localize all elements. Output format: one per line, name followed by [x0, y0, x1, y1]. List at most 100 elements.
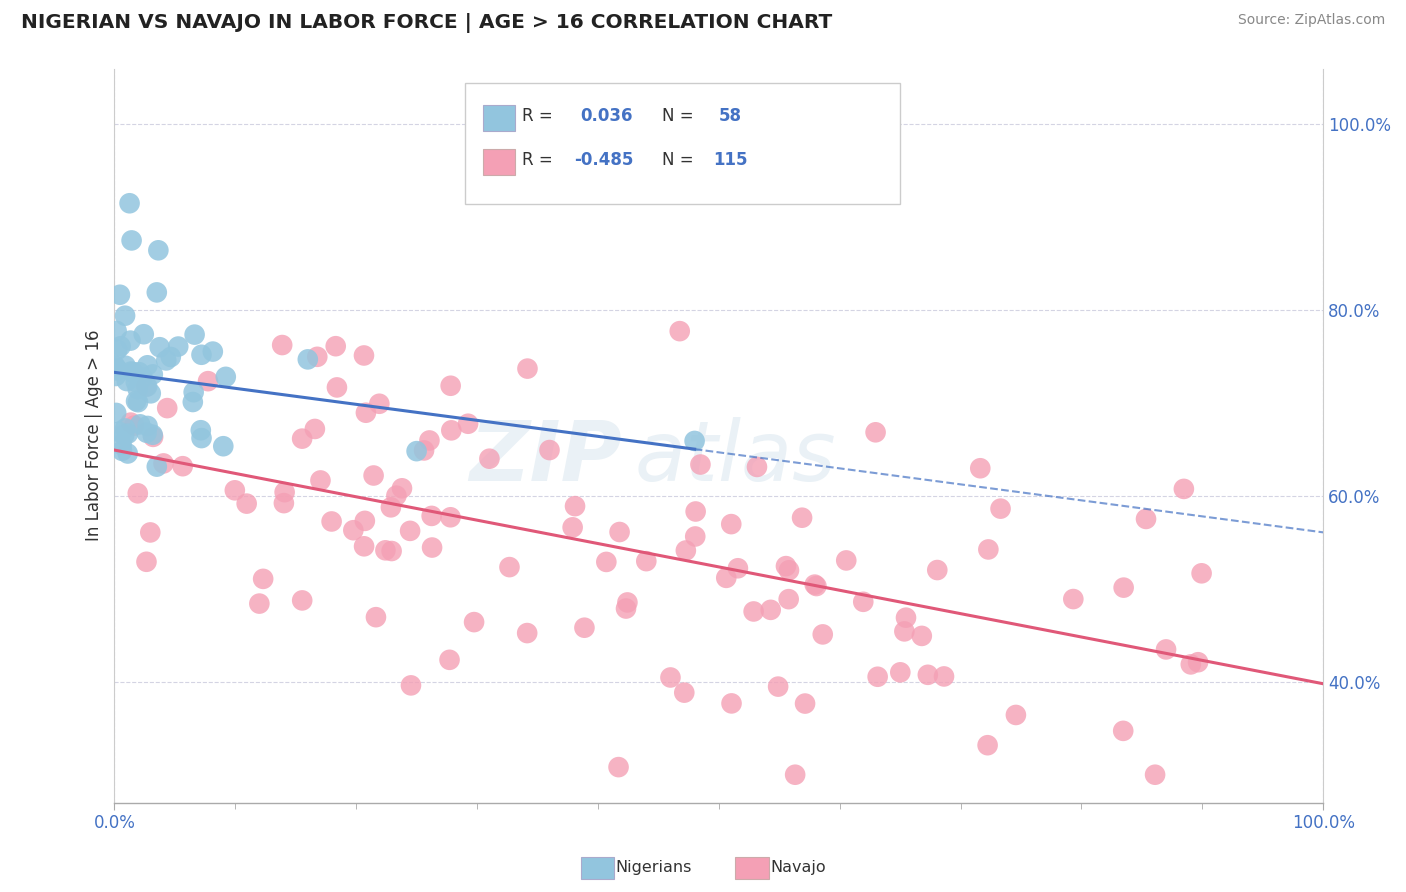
Point [110, 339, 132, 353]
Point [235, 497, 257, 511]
Text: N =: N = [662, 107, 699, 125]
Point [420, 541, 443, 555]
Point [136, 359, 159, 373]
Point [132, 327, 155, 342]
Point [614, 601, 637, 615]
Point [201, 344, 224, 359]
Point [689, 458, 711, 472]
FancyBboxPatch shape [465, 83, 900, 204]
Point [374, 543, 396, 558]
Point [172, 459, 194, 474]
Point [865, 425, 887, 440]
Point [183, 385, 205, 400]
Point [152, 457, 174, 471]
Point [380, 500, 402, 515]
Point [105, 343, 128, 357]
Point [675, 543, 697, 558]
Point [156, 401, 179, 416]
Text: atlas: atlas [634, 417, 835, 498]
Point [775, 559, 797, 574]
Text: Source: ZipAtlas.com: Source: ZipAtlas.com [1237, 13, 1385, 28]
Point [273, 496, 295, 510]
Point [391, 481, 413, 495]
Point [353, 539, 375, 553]
Point [790, 510, 813, 524]
Text: -0.485: -0.485 [574, 152, 633, 169]
Point [125, 394, 148, 409]
Point [291, 593, 314, 607]
Point [131, 370, 153, 384]
Point [778, 592, 800, 607]
Point [304, 422, 326, 436]
Point [609, 524, 631, 539]
Point [368, 397, 391, 411]
Point [976, 738, 998, 752]
Point [307, 350, 329, 364]
Point [911, 629, 934, 643]
Point [342, 523, 364, 537]
Point [1062, 592, 1084, 607]
Point [122, 418, 145, 433]
Point [399, 678, 422, 692]
Point [1144, 768, 1167, 782]
Point [120, 416, 142, 430]
Point [932, 669, 955, 683]
Point [463, 615, 485, 629]
Point [498, 560, 520, 574]
Point [835, 553, 858, 567]
Point [136, 419, 159, 434]
Point [167, 340, 190, 354]
Y-axis label: In Labor Force | Age > 16: In Labor Force | Age > 16 [86, 330, 103, 541]
Point [129, 417, 152, 432]
Point [135, 379, 157, 393]
Point [291, 432, 314, 446]
Point [457, 417, 479, 431]
Point [252, 572, 274, 586]
Point [607, 760, 630, 774]
Point [120, 365, 142, 379]
Point [866, 670, 889, 684]
Point [135, 555, 157, 569]
Point [440, 378, 463, 392]
Text: NIGERIAN VS NAVAJO IN LABOR FORCE | AGE > 16 CORRELATION CHART: NIGERIAN VS NAVAJO IN LABOR FORCE | AGE … [21, 13, 832, 33]
Point [720, 517, 742, 532]
Point [720, 697, 742, 711]
Point [574, 621, 596, 635]
Point [917, 668, 939, 682]
Point [190, 423, 212, 437]
Point [561, 520, 583, 534]
Point [321, 515, 343, 529]
Point [413, 443, 436, 458]
Point [117, 446, 139, 460]
Text: 115: 115 [713, 152, 747, 169]
Point [183, 327, 205, 342]
Point [683, 529, 706, 543]
Point [516, 626, 538, 640]
Text: R =: R = [522, 107, 558, 125]
Point [309, 474, 332, 488]
Point [136, 379, 159, 393]
Point [115, 374, 138, 388]
Point [139, 386, 162, 401]
Point [852, 595, 875, 609]
Point [122, 365, 145, 379]
Point [159, 350, 181, 364]
Point [894, 610, 917, 624]
Point [1112, 723, 1135, 738]
FancyBboxPatch shape [484, 105, 515, 131]
Point [127, 395, 149, 409]
Point [128, 365, 150, 379]
Point [114, 309, 136, 323]
Point [120, 334, 142, 348]
Point [977, 542, 1000, 557]
Point [1135, 512, 1157, 526]
Point [803, 577, 825, 591]
Point [595, 555, 617, 569]
Point [118, 196, 141, 211]
Point [114, 359, 136, 373]
Point [616, 595, 638, 609]
Point [114, 421, 136, 435]
Point [325, 339, 347, 353]
Point [990, 501, 1012, 516]
Point [439, 510, 461, 524]
